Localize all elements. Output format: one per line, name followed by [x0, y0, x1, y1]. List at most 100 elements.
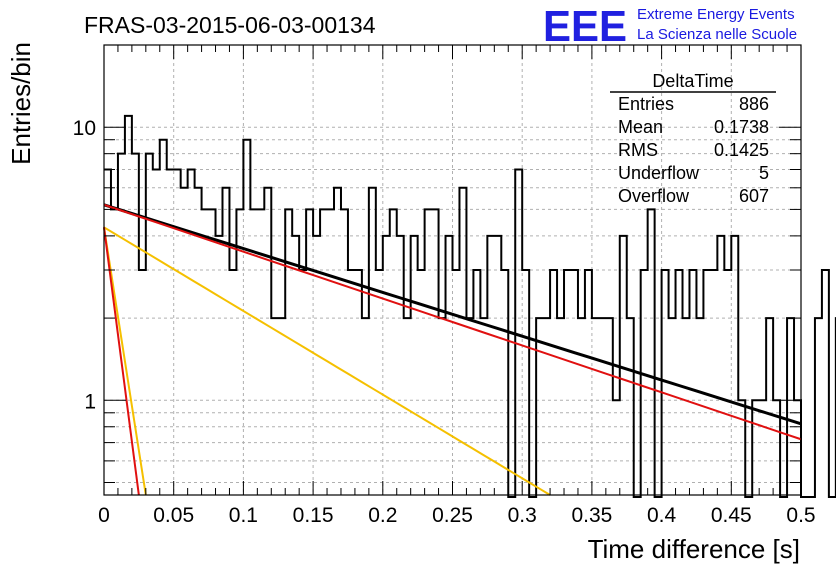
histogram-bin	[222, 188, 229, 495]
histogram-bin	[599, 318, 606, 495]
histogram-bin	[383, 236, 390, 495]
x-tick-label: 0.15	[293, 504, 334, 527]
eee-logo: EEE Extreme Energy Events La Scienza nel…	[543, 2, 797, 51]
histogram-bin	[334, 188, 341, 495]
histogram-bin	[160, 140, 167, 495]
x-tick-label: 0.1	[229, 504, 258, 527]
histogram-bin	[613, 400, 620, 495]
x-tick-label: 0.05	[153, 504, 194, 527]
histogram-bin	[411, 236, 418, 495]
histogram-bin	[606, 318, 613, 495]
histogram-bin	[480, 318, 487, 495]
histogram-bin	[167, 170, 174, 495]
x-tick-label: 0.25	[432, 504, 473, 527]
tick-labels: 0 0.05 0.1 0.15 0.2 0.25 0.3 0.35 0.4 0.45 0.5 1 10	[73, 117, 816, 527]
histogram-bin	[752, 400, 759, 495]
histogram-bin	[669, 318, 676, 495]
histogram-bin	[648, 209, 655, 495]
x-axis-label: Time difference [s]	[588, 534, 800, 564]
histogram-bin	[432, 209, 439, 495]
fit-curves	[103, 203, 802, 496]
histogram-bars	[104, 114, 836, 498]
histogram-bin	[759, 400, 766, 495]
histogram-bin	[362, 318, 369, 495]
y-tick-label: 10	[73, 117, 96, 140]
histogram-bin	[278, 318, 285, 495]
histogram-bin	[292, 236, 299, 495]
histogram-bin	[738, 400, 745, 495]
histogram-bin	[327, 209, 334, 495]
stats-title: DeltaTime	[652, 71, 733, 91]
histogram-bin	[592, 318, 599, 495]
histogram-bin	[627, 318, 634, 495]
fit-curve-2	[103, 226, 551, 496]
axis-ticks	[103, 44, 802, 495]
histogram-bin	[404, 318, 411, 495]
fit-curve-0	[103, 203, 802, 426]
histogram-bin	[397, 236, 404, 495]
stat-value-rms: 0.1425	[714, 140, 769, 160]
histogram-bin	[341, 209, 348, 495]
fit-curve-3	[103, 227, 147, 496]
histogram-bin	[620, 236, 627, 495]
x-tick-label: 0.5	[786, 504, 815, 527]
x-tick-label: 0.45	[711, 504, 752, 527]
histogram-bin	[787, 318, 794, 495]
histogram-bin	[390, 209, 397, 495]
stat-label-overflow: Overflow	[618, 186, 690, 206]
histogram-bin	[717, 236, 724, 495]
stat-label-entries: Entries	[618, 94, 674, 114]
eee-logo-mark: EEE	[543, 2, 627, 51]
run-title: FRAS-03-2015-06-03-00134	[84, 12, 376, 38]
histogram-bin	[188, 170, 195, 495]
histogram-bin	[578, 318, 585, 495]
histogram-bin	[822, 270, 829, 495]
histogram-bin	[731, 236, 738, 495]
stat-value-entries: 886	[739, 94, 769, 114]
histogram-bin	[459, 188, 466, 495]
stat-label-mean: Mean	[618, 117, 663, 137]
histogram-bin	[181, 188, 188, 495]
histogram-outline	[104, 114, 836, 498]
histogram-bin	[494, 236, 501, 495]
histogram-bin	[216, 236, 223, 495]
x-tick-label: 0.3	[508, 504, 537, 527]
y-axis-label: Entries/bin	[6, 42, 36, 165]
histogram-bin	[487, 236, 494, 495]
x-tick-label: 0.4	[647, 504, 677, 527]
y-tick-label: 1	[84, 390, 96, 413]
stat-value-mean: 0.1738	[714, 117, 769, 137]
histogram-bin	[536, 318, 543, 495]
stat-value-overflow: 607	[739, 186, 769, 206]
histogram-bin	[209, 209, 216, 495]
histogram-bin	[104, 170, 111, 495]
histogram-bin	[285, 209, 292, 495]
histogram-bin	[202, 209, 209, 495]
stats-box: DeltaTime Entries 886 Mean 0.1738 RMS 0.…	[610, 71, 776, 206]
x-tick-label: 0.2	[368, 504, 397, 527]
histogram-bin	[446, 236, 453, 495]
x-tick-label: 0	[98, 504, 110, 527]
histogram-bin	[320, 209, 327, 495]
histogram-bin	[264, 188, 271, 495]
histogram-bin	[369, 188, 376, 495]
histogram-bin	[794, 400, 801, 495]
histogram-bin	[439, 318, 446, 495]
histogram-bin	[174, 170, 181, 495]
histogram-bin	[766, 318, 773, 495]
histogram-bin	[815, 318, 822, 495]
histogram-bin	[271, 318, 278, 495]
histogram-bin	[146, 154, 153, 495]
logo-line-2: La Scienza nelle Scuole	[637, 26, 797, 43]
stat-label-rms: RMS	[618, 140, 658, 160]
histogram-bin	[153, 170, 160, 495]
stat-value-underflow: 5	[759, 163, 769, 183]
histogram-bin	[683, 318, 690, 495]
logo-line-1: Extreme Energy Events	[637, 6, 795, 23]
histogram-bin	[515, 170, 522, 495]
histogram-bin	[111, 209, 118, 495]
histogram-bin	[557, 318, 564, 495]
x-tick-label: 0.35	[571, 504, 612, 527]
